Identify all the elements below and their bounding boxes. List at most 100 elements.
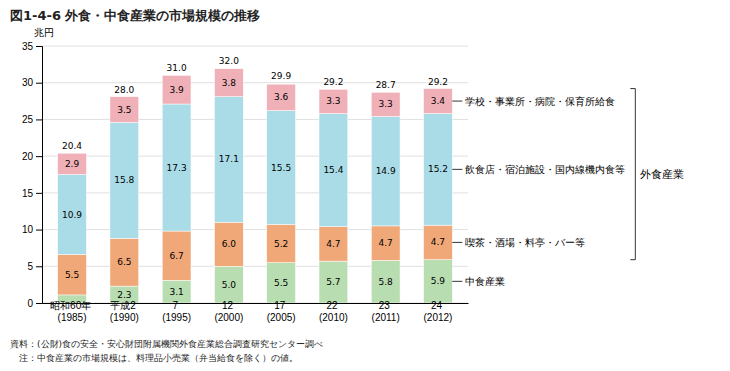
series-label: 中食産業 xyxy=(465,276,505,287)
bar xyxy=(267,84,296,110)
x-tick-label-line: 平成2 xyxy=(110,300,138,311)
bar xyxy=(214,69,243,97)
x-tick-label: 昭和60年 (1985) xyxy=(50,300,94,323)
bar xyxy=(371,92,400,116)
grid-line xyxy=(42,229,468,230)
series-label: 学校・事業所・病院・保育所給食 xyxy=(465,96,615,107)
data-label: 15.5 xyxy=(271,163,291,173)
y-tick: 20 xyxy=(22,151,42,162)
bar xyxy=(162,75,191,104)
bar xyxy=(58,255,87,295)
x-tick-label-line: 23 xyxy=(379,300,393,311)
bars xyxy=(58,69,453,303)
x-tick-label: 12 (2000) xyxy=(214,300,243,323)
y-axis: 05101520253035 xyxy=(22,41,43,309)
bar xyxy=(371,226,400,261)
y-axis-line xyxy=(36,47,43,304)
series-label: 飲食店・宿泊施設・国内線機内食等 xyxy=(465,164,625,175)
data-label: 10.9 xyxy=(62,210,82,220)
data-label: 3.1 xyxy=(169,287,183,297)
grid-line xyxy=(42,119,468,120)
data-label: 4.7 xyxy=(379,238,393,248)
y-tick-mark xyxy=(36,193,42,194)
total-label: 32.0 xyxy=(219,56,239,66)
y-tick-mark xyxy=(36,156,42,157)
bar xyxy=(319,114,348,227)
x-tick: 17 (2005) xyxy=(267,300,296,323)
y-tick: 25 xyxy=(22,114,42,125)
x-tick-label-line: (2000) xyxy=(214,312,243,323)
x-tick-label-line: (2011) xyxy=(372,312,400,323)
data-label: 6.5 xyxy=(117,257,131,267)
total-label: 28.7 xyxy=(376,80,396,90)
series-label: 喫茶・酒場・料亭・バー等 xyxy=(465,237,585,248)
data-label: 3.5 xyxy=(117,105,131,115)
data-label: 5.9 xyxy=(431,276,446,286)
leader-line xyxy=(452,169,462,170)
y-tick: 15 xyxy=(22,188,42,199)
y-tick-mark xyxy=(36,83,42,84)
x-tick: 12 (2000) xyxy=(214,300,243,323)
total-label: 29.2 xyxy=(323,77,343,87)
leader-line xyxy=(452,242,462,243)
x-tick-label-line: (1985) xyxy=(58,312,87,323)
data-label: 5.7 xyxy=(326,277,340,287)
x-tick-label-line: (1995) xyxy=(162,312,191,323)
bar xyxy=(371,116,400,225)
x-tick: 平成2 (1990) xyxy=(110,300,139,323)
x-tick-label: 7 (1995) xyxy=(162,300,191,323)
grid-line xyxy=(42,82,468,83)
data-label: 5.5 xyxy=(65,270,79,280)
data-label: 2.9 xyxy=(65,159,80,169)
total-label: 31.0 xyxy=(167,63,187,73)
bar xyxy=(424,114,453,226)
bar xyxy=(58,175,87,255)
x-tick-label: 23 (2011) xyxy=(372,300,400,323)
bar xyxy=(214,266,243,303)
chart: 図1-4-6 外食・中食産業の市場規模の推移2.33.15.05.55.75.8… xyxy=(0,0,730,371)
data-label: 3.6 xyxy=(274,92,289,102)
bar xyxy=(110,238,139,286)
x-tick-label-line: 12 xyxy=(222,300,236,311)
x-tick-label-line: (2012) xyxy=(423,312,452,323)
x-axis-line xyxy=(43,303,469,304)
x-tick-label-line: 22 xyxy=(326,300,340,311)
bar xyxy=(162,231,191,280)
y-tick-label: 25 xyxy=(22,114,34,125)
data-label: 17.3 xyxy=(167,163,187,173)
y-tick-label: 0 xyxy=(27,298,33,309)
total-label: 20.4 xyxy=(62,141,82,151)
bar xyxy=(424,260,453,303)
bracket: 外食産業 xyxy=(630,89,684,260)
y-tick: 10 xyxy=(22,224,42,235)
x-tick-label: 22 (2010) xyxy=(319,300,348,323)
x-tick: 22 (2010) xyxy=(319,300,348,323)
x-tick: 7 (1995) xyxy=(162,300,191,323)
x-tick-label: 平成2 (1990) xyxy=(110,300,139,323)
bar xyxy=(319,89,348,113)
y-tick-label: 30 xyxy=(22,77,34,88)
y-tick-label: 5 xyxy=(27,261,33,272)
bar xyxy=(267,263,296,303)
x-tick-label-line: 24 xyxy=(431,300,445,311)
data-label: 3.4 xyxy=(431,96,446,106)
y-tick-mark xyxy=(36,119,42,120)
total-label: 29.9 xyxy=(271,71,291,81)
x-tick-label: 17 (2005) xyxy=(267,300,296,323)
data-label: 2.3 xyxy=(117,290,131,300)
x-tick-label-line: 17 xyxy=(274,300,288,311)
data-label: 17.1 xyxy=(219,154,239,164)
series xyxy=(58,69,453,175)
bar xyxy=(58,153,87,174)
bar xyxy=(214,97,243,223)
data-labels: 2.33.15.05.55.75.85.95.56.56.76.05.24.74… xyxy=(62,56,448,300)
bar xyxy=(424,225,453,260)
note: 注：中食産業の市場規模は、料理品小売業（弁当給食を除く）の値。 xyxy=(10,353,298,363)
data-label: 5.0 xyxy=(222,280,237,290)
y-axis-label: 兆円 xyxy=(34,27,54,38)
data-label: 15.4 xyxy=(323,165,343,175)
y-tick: 5 xyxy=(27,261,42,272)
bracket-label: 外食産業 xyxy=(640,168,684,181)
y-tick-mark xyxy=(36,46,42,47)
x-tick-label-line: 7 xyxy=(172,300,180,311)
